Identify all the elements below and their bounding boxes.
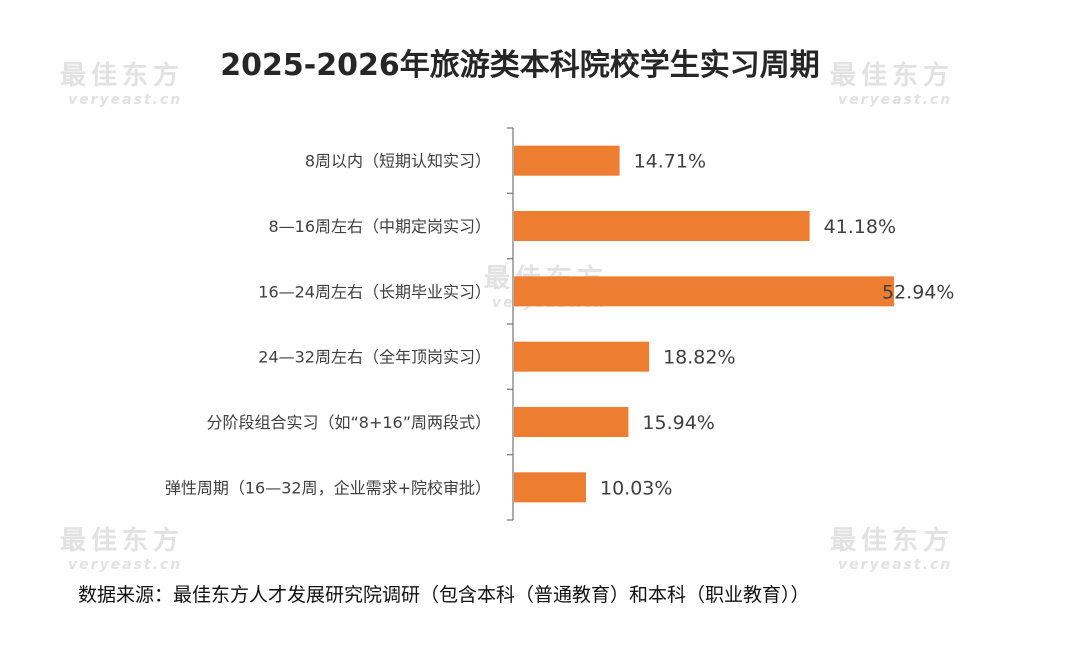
value-label: 10.03% (600, 477, 672, 499)
bar (514, 341, 650, 372)
category-label: 弹性周期（16—32周，企业需求+院校审批） (165, 478, 491, 497)
value-label: 52.94% (882, 281, 954, 303)
value-label: 41.18% (824, 216, 896, 238)
chart-title: 2025-2026年旅游类本科院校学生实习周期 (220, 48, 820, 83)
category-label: 16—24周左右（长期毕业实习） (258, 282, 491, 301)
source-note: 数据来源：最佳东方人才发展研究院调研（包含本科（普通教育）和本科（职业教育）） (78, 584, 810, 606)
bar (514, 145, 620, 176)
value-label: 15.94% (642, 412, 714, 434)
category-label: 分阶段组合实习（如“8+16”周两段式） (206, 413, 491, 432)
bar (514, 407, 629, 437)
bar-chart: 8周以内（短期认知实习） 14.71% 8—16周左右（中期定岗实习） 41.18% 1… (165, 127, 955, 521)
value-label: 14.71% (634, 151, 706, 173)
value-label: 18.82% (663, 347, 735, 369)
bar (514, 211, 810, 241)
bar (514, 276, 894, 307)
category-label: 8—16周左右（中期定岗实习） (268, 217, 491, 236)
bars-layer (514, 145, 894, 503)
category-label: 24—32周左右（全年顶岗实习） (258, 348, 491, 367)
labels-layer: 8周以内（短期认知实习） 14.71% 8—16周左右（中期定岗实习） 41.18% 1… (165, 151, 955, 500)
category-label: 8周以内（短期认知实习） (305, 152, 491, 171)
bar (514, 472, 586, 503)
axis-layer (507, 127, 514, 521)
